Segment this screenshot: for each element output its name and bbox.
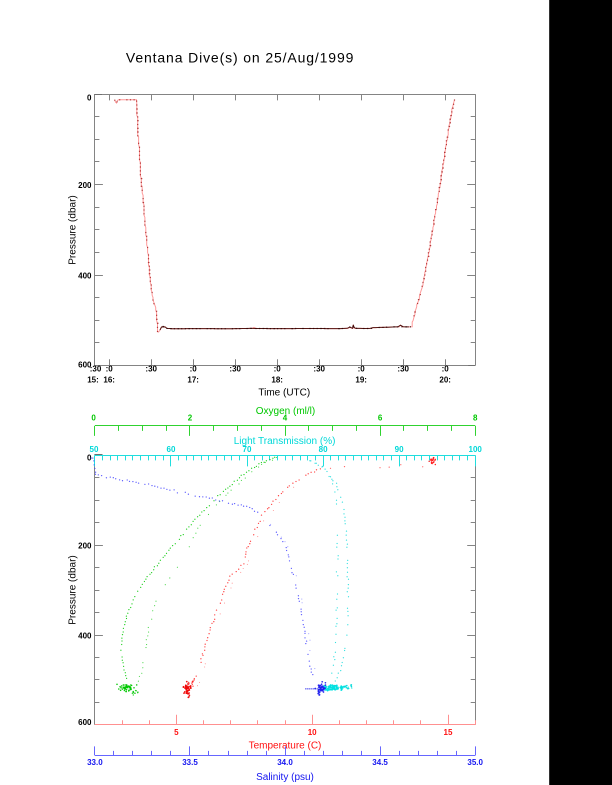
svg-text::0: :0 <box>442 364 450 373</box>
svg-text::0: :0 <box>358 364 366 373</box>
svg-text:34.0: 34.0 <box>277 758 293 767</box>
svg-text::30: :30 <box>145 364 157 373</box>
svg-text:Temperature (C): Temperature (C) <box>249 740 322 751</box>
svg-text:2: 2 <box>188 414 193 423</box>
svg-text::0: :0 <box>106 364 114 373</box>
svg-text:15:: 15: <box>87 376 99 385</box>
svg-text::0: :0 <box>190 364 198 373</box>
svg-text:90: 90 <box>395 445 404 454</box>
svg-text:8: 8 <box>473 414 478 423</box>
svg-text:Salinity (psu): Salinity (psu) <box>256 772 314 783</box>
svg-text:10: 10 <box>308 728 317 737</box>
svg-text:400: 400 <box>78 631 92 640</box>
svg-text:100: 100 <box>469 445 483 454</box>
svg-text:600: 600 <box>78 718 92 727</box>
svg-text:33.5: 33.5 <box>182 758 198 767</box>
svg-text::30: :30 <box>313 364 325 373</box>
svg-text:Pressure (dbar): Pressure (dbar) <box>67 555 78 624</box>
svg-text::30: :30 <box>229 364 241 373</box>
svg-text:400: 400 <box>78 272 92 281</box>
svg-text::0: :0 <box>274 364 282 373</box>
svg-text:0: 0 <box>87 454 92 463</box>
svg-text:80: 80 <box>319 445 328 454</box>
svg-text:19:: 19: <box>355 376 367 385</box>
svg-text:16:: 16: <box>103 376 115 385</box>
svg-text:50: 50 <box>90 445 99 454</box>
svg-text:5: 5 <box>174 728 179 737</box>
svg-text:70: 70 <box>243 445 252 454</box>
svg-text:0: 0 <box>91 414 96 423</box>
svg-text:20:: 20: <box>439 376 451 385</box>
svg-text:35.0: 35.0 <box>467 758 483 767</box>
svg-text:15: 15 <box>444 728 453 737</box>
svg-text:Ventana Dive(s) on 25/Aug/1999: Ventana Dive(s) on 25/Aug/1999 <box>126 49 354 65</box>
svg-text:4: 4 <box>283 414 288 423</box>
svg-text:33.0: 33.0 <box>87 758 103 767</box>
svg-text:Oxygen (ml/l): Oxygen (ml/l) <box>256 406 315 417</box>
svg-text:Time (UTC): Time (UTC) <box>258 387 310 398</box>
svg-text:0: 0 <box>87 93 92 102</box>
svg-text:18:: 18: <box>271 376 283 385</box>
svg-text:200: 200 <box>78 542 92 551</box>
svg-text:60: 60 <box>167 445 176 454</box>
svg-text:Pressure (dbar): Pressure (dbar) <box>67 195 78 264</box>
svg-text::30: :30 <box>397 364 409 373</box>
svg-text:17:: 17: <box>187 376 199 385</box>
svg-text:34.5: 34.5 <box>372 758 388 767</box>
svg-text:Light Transmission (%): Light Transmission (%) <box>234 436 336 447</box>
svg-text:6: 6 <box>378 414 383 423</box>
svg-text:600: 600 <box>78 361 92 370</box>
svg-text:200: 200 <box>78 181 92 190</box>
svg-text::30: :30 <box>90 364 102 373</box>
